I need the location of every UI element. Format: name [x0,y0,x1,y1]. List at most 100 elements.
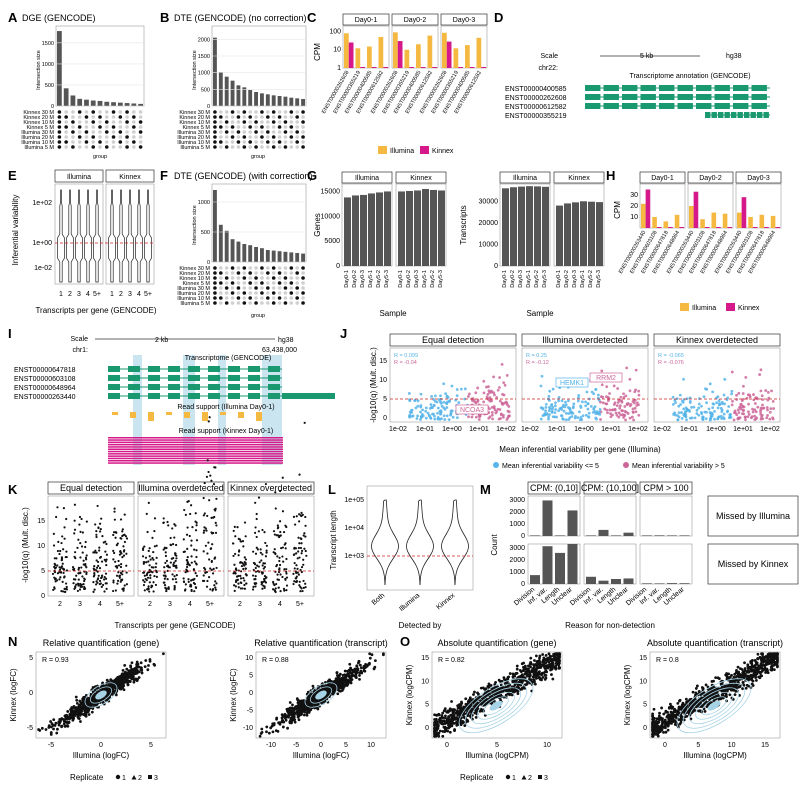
exon [677,94,693,100]
jitter-point [281,575,284,579]
jitter-point [195,539,199,542]
jitter-point [232,542,235,545]
matrix-dot [132,145,136,149]
x-tick-label: 2 [68,291,72,298]
scatter-point [564,412,568,415]
jitter-point [273,583,276,587]
scatter-point [410,414,414,418]
x-tick-label: 1e+00 [574,426,594,433]
jitter-point [62,590,65,593]
bar [711,212,717,228]
matrix-dot [57,145,62,149]
jitter-point [238,538,242,541]
scatter-point [476,398,480,402]
matrix-dot [125,145,129,149]
jitter-point [61,580,64,584]
panel-c-legend-kinnex-key [420,146,429,154]
bar [502,188,509,266]
jitter-point [295,515,298,518]
exon [128,366,140,372]
scatter-point [490,389,493,393]
panel-c-legend-illumina-key [378,146,387,154]
jitter-point [79,571,82,575]
scatter-point [474,716,478,719]
y-tick-label: 5000 [324,238,340,245]
bar [248,245,253,262]
scatter-point [162,652,165,656]
scatter-point [752,393,755,396]
matrix-dot [266,271,270,275]
matrix-dot [230,110,235,114]
matrix-dot [64,140,68,144]
scatter-point [697,406,701,410]
set-label: Illumina 5 M [180,145,210,151]
scatter-point [66,710,70,713]
facet-strip [553,171,605,184]
matrix-dot [289,140,294,144]
scatter-point [476,386,480,390]
y-tick-label: 10000 [479,241,499,248]
matrix-dot [138,120,143,124]
jitter-point [61,562,64,565]
jitter-point [78,515,82,519]
scatter-point [737,391,741,395]
jitter-point [255,535,258,539]
x-tick-label: Day0-1 [398,270,404,288]
jitter-point [125,537,129,540]
exon [585,85,601,91]
y-tick-label: 1000 [198,200,210,206]
jitter-point [304,586,307,589]
bar [224,76,229,106]
scatter-point [64,724,68,728]
jitter-point [77,572,80,575]
scatter-point [680,399,684,403]
scatter-point [771,416,775,420]
bar [57,31,62,107]
jitter-point [125,564,128,567]
scatter-point [753,414,756,418]
matrix-dot [295,291,299,295]
matrix-dot [289,125,294,129]
bar [567,544,578,584]
scatter-point [267,731,271,735]
y-tick-label: 10 [379,377,387,384]
jitter-point [162,548,165,551]
matrix-dot [236,281,241,285]
bar [598,529,609,536]
scatter-point [84,712,88,716]
jitter-point [242,567,245,571]
matrix-dot [266,135,270,139]
jitter-point [101,534,104,538]
y-tick-label: 0 [383,415,387,422]
exon [148,384,160,390]
scatter-point [671,403,675,406]
jitter-point [233,552,237,556]
scatter-point [726,409,730,413]
exon [128,393,140,399]
matrix-dot [230,125,235,129]
exon [108,384,120,390]
scatter-point [298,701,302,705]
scatter-point [436,416,440,419]
jitter-point [99,555,103,559]
set-label: Kinnex 10 M [179,120,210,126]
scatter-point [753,408,757,412]
x-tick-label: Day5-2 [376,270,382,288]
set-label: Illumina 10 M [177,140,210,146]
facet-label: Day0-2 [404,17,427,24]
scatter-point [529,678,533,681]
jitter-point [278,559,281,563]
scatter-point [730,392,734,396]
jitter-point [275,534,278,537]
matrix-dot [236,266,241,270]
panel-h-plot: Day0-1ENST00000263440ENST00000603108ENST… [618,171,782,275]
exon [744,112,750,118]
scatter-point [741,409,745,412]
scatter-point [82,713,85,716]
scatter-point [416,414,419,418]
jitter-point [214,586,217,589]
jitter-point [55,515,58,519]
bar [667,583,677,584]
jitter-point [195,549,198,552]
scatter-point [360,671,364,675]
